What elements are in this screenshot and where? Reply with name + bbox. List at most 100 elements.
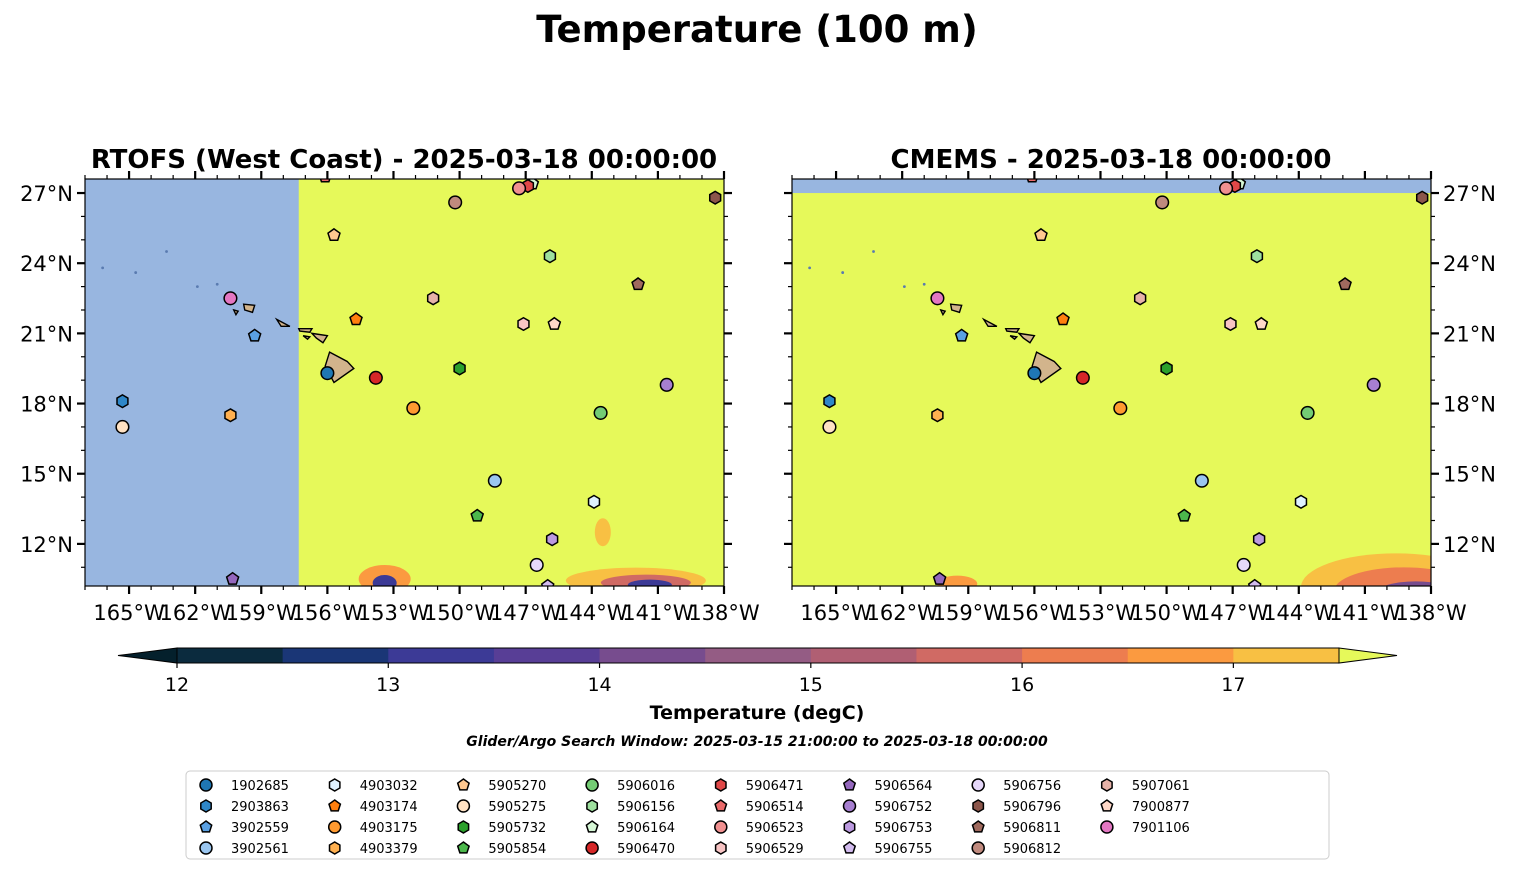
- temperature-colorbar: 12 13 14 15 16 17 Temperature (degC): [117, 647, 1398, 724]
- figure-suptitle: Temperature (100 m): [536, 8, 978, 51]
- lon-tick-label: 153°W: [1065, 601, 1137, 625]
- legend-label: 5906514: [746, 800, 804, 815]
- legend-item-5906753: 5906753: [843, 820, 932, 836]
- legend-item-5905275: 5905275: [456, 799, 546, 815]
- legend-item-7900877: 7900877: [1100, 799, 1190, 815]
- float-legend: 1902685 2903863 3902559 3902561 4903032 49031…: [185, 770, 1330, 860]
- float-marker-4903379: [224, 408, 237, 423]
- island-shape: [274, 317, 291, 328]
- float-marker-5907061: [1133, 291, 1147, 306]
- cmems-map-frame: [791, 178, 1432, 587]
- float-marker-5906752: [1366, 377, 1381, 392]
- legend-item-5906016: 5906016: [585, 778, 675, 794]
- legend-label: 5906755: [875, 842, 933, 857]
- lat-tick-label: 27°N: [1443, 182, 1496, 206]
- cool-water-patch: [1335, 567, 1431, 586]
- legend-item-2903863: 2903863: [200, 799, 289, 815]
- lat-tick-label: 12°N: [1443, 533, 1496, 557]
- float-marker-5907061: [426, 291, 440, 306]
- island-shape: [1009, 335, 1019, 341]
- colorbar-tick-label: 15: [799, 674, 823, 696]
- lon-tick-label: 162°W: [866, 601, 938, 625]
- atoll-dot: [841, 271, 845, 274]
- float-marker-1902685: [1027, 366, 1042, 381]
- float-marker-2903863: [823, 394, 836, 409]
- colorbar-tick-label: 16: [1010, 674, 1034, 696]
- legend-label: 5906752: [875, 800, 933, 815]
- legend-label: 5907061: [1132, 779, 1190, 794]
- lat-tick-label: 24°N: [1443, 252, 1496, 276]
- legend-item-1902685: 1902685: [199, 778, 289, 794]
- lon-tick-label: 138°W: [1395, 601, 1467, 625]
- colorbar-bin: [388, 648, 495, 663]
- float-marker-5906756: [1236, 557, 1251, 572]
- float-marker-7901106: [930, 291, 945, 306]
- colorbar-bin: [1127, 648, 1234, 663]
- legend-marker-3902561: [199, 841, 213, 855]
- colorbar-tick-label: 14: [587, 674, 611, 696]
- legend-label: 5906470: [617, 842, 675, 857]
- lon-tick-label: 144°W: [556, 601, 628, 625]
- legend-marker-5906523: [714, 820, 728, 834]
- legend-item-4903032: 4903032: [328, 778, 418, 794]
- legend-label: 7901106: [1132, 821, 1190, 836]
- island-shape: [949, 303, 963, 314]
- legend-marker-7901106: [1100, 820, 1114, 834]
- legend-marker-5906796: [972, 799, 985, 813]
- float-marker-5905854: [470, 508, 485, 522]
- legend-label: 5905270: [488, 779, 546, 794]
- legend-item-5906156: 5906156: [586, 799, 675, 815]
- lat-tick-label: 21°N: [1443, 322, 1496, 346]
- float-marker-5906470: [368, 370, 383, 385]
- float-marker-5905732: [1160, 361, 1173, 376]
- float-marker-1902685: [320, 366, 335, 381]
- colorbar-bin: [916, 648, 1023, 663]
- island-shape: [310, 332, 329, 344]
- colorbar-bin: [1233, 648, 1340, 663]
- float-marker-5906523: [1219, 181, 1234, 196]
- float-marker-5905854: [1177, 508, 1192, 522]
- float-marker-5906755: [540, 578, 555, 586]
- legend-label: 5905854: [488, 842, 546, 857]
- lon-tick-label: 141°W: [1329, 601, 1401, 625]
- legend-marker-5905732: [457, 820, 470, 834]
- legend-label: 3902559: [231, 821, 289, 836]
- legend-item-5905732: 5905732: [457, 820, 546, 836]
- legend-marker-4903174: [328, 799, 342, 812]
- legend-label: 4903175: [360, 821, 418, 836]
- legend-label: 2903863: [231, 800, 289, 815]
- legend-marker-5906470: [585, 841, 599, 855]
- float-marker-5906812: [448, 195, 463, 210]
- lon-tick-label: 159°W: [226, 601, 298, 625]
- atoll-dot: [902, 285, 906, 288]
- atoll-dot: [808, 266, 812, 270]
- atoll-dot: [215, 282, 219, 286]
- legend-item-3902559: 3902559: [199, 820, 289, 836]
- legend-item-3902561: 3902561: [199, 841, 289, 857]
- legend-item-5906523: 5906523: [714, 820, 804, 836]
- float-marker-2903863: [116, 394, 129, 409]
- colorbar-over-extension: [1338, 647, 1398, 664]
- legend-marker-5906514: [714, 799, 728, 812]
- warm-water-area: [792, 179, 1431, 586]
- legend-marker-5906164: [585, 820, 599, 833]
- float-marker-5906811: [631, 277, 645, 291]
- lon-tick-label: 153°W: [358, 601, 430, 625]
- lon-tick-label: 159°W: [933, 601, 1005, 625]
- legend-item-5906470: 5906470: [585, 841, 675, 857]
- legend-item-5906756: 5906756: [971, 778, 1061, 794]
- island-shape: [1017, 332, 1036, 344]
- legend-label: 5906564: [875, 779, 933, 794]
- cool-water-patch: [372, 574, 397, 586]
- legend-label: 4903032: [360, 779, 418, 794]
- lon-tick-label: 147°W: [1197, 601, 1269, 625]
- float-marker-5906812: [1155, 195, 1170, 210]
- legend-item-5906812: 5906812: [971, 841, 1061, 857]
- float-marker-5905275: [115, 419, 130, 434]
- legend-label: 5906164: [617, 821, 675, 836]
- float-marker-5906529: [1224, 316, 1237, 332]
- float-marker-5906811: [1338, 277, 1352, 291]
- legend-marker-5906811: [971, 820, 985, 833]
- legend-marker-5906471: [714, 778, 727, 792]
- float-marker-4903175: [406, 401, 421, 416]
